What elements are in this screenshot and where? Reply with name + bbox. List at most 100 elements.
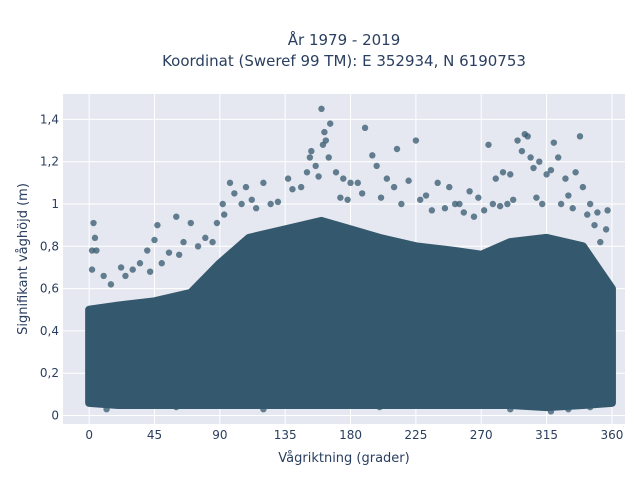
data-point xyxy=(325,154,332,161)
data-point xyxy=(466,188,473,195)
data-point xyxy=(373,162,380,170)
x-tick-label: 0 xyxy=(85,428,93,442)
data-point xyxy=(485,141,492,148)
data-point xyxy=(213,219,221,227)
x-tick-label: 360 xyxy=(600,428,623,442)
data-point xyxy=(117,264,125,271)
y-tick-label: 0,2 xyxy=(40,366,59,380)
data-point xyxy=(572,169,579,176)
data-point xyxy=(569,205,576,212)
data-point xyxy=(122,272,129,280)
data-point xyxy=(539,200,546,208)
data-point xyxy=(238,200,245,208)
data-point xyxy=(451,200,459,208)
data-point xyxy=(530,164,537,172)
data-point xyxy=(93,247,100,254)
data-point xyxy=(504,200,511,208)
data-point xyxy=(248,196,255,203)
data-point xyxy=(557,200,565,208)
data-point xyxy=(377,194,385,201)
data-point xyxy=(332,169,340,176)
data-point xyxy=(579,183,587,191)
data-point xyxy=(315,173,322,180)
data-point xyxy=(369,152,376,159)
data-point xyxy=(398,200,405,208)
data-point xyxy=(489,200,497,208)
data-point xyxy=(303,169,311,176)
y-tick-label: 1 xyxy=(51,197,59,211)
data-point xyxy=(527,154,534,161)
data-point xyxy=(565,405,572,413)
data-point xyxy=(602,226,610,233)
data-point xyxy=(475,194,482,201)
data-point xyxy=(297,183,305,191)
data-point xyxy=(507,171,514,178)
data-point xyxy=(547,166,555,174)
data-point xyxy=(260,405,267,413)
data-point xyxy=(543,171,550,178)
data-point xyxy=(252,205,260,212)
data-point xyxy=(88,266,96,273)
data-point xyxy=(173,213,180,220)
data-point xyxy=(594,209,601,216)
data-point xyxy=(507,405,514,413)
data-point xyxy=(312,162,319,170)
data-point xyxy=(604,207,611,214)
data-point xyxy=(422,192,430,199)
data-point xyxy=(470,213,478,220)
data-point xyxy=(393,145,401,153)
data-point xyxy=(597,238,604,246)
data-point xyxy=(547,408,555,415)
data-point xyxy=(405,177,412,184)
data-point xyxy=(340,175,347,182)
y-tick-label: 1,4 xyxy=(40,112,59,126)
data-point xyxy=(308,147,315,155)
data-point xyxy=(441,205,449,212)
data-point xyxy=(586,200,594,208)
data-point xyxy=(358,190,366,197)
data-point xyxy=(274,198,282,206)
data-point xyxy=(242,183,250,191)
x-tick-label: 90 xyxy=(212,428,227,442)
x-tick-label: 225 xyxy=(404,428,427,442)
data-point xyxy=(344,196,351,203)
data-point xyxy=(91,234,99,242)
data-point xyxy=(173,403,180,411)
y-tick-label: 0,6 xyxy=(40,282,59,296)
y-tick-label: 0 xyxy=(51,409,59,423)
chart-title-line-2: Koordinat (Sweref 99 TM): E 352934, N 61… xyxy=(162,52,526,70)
data-point xyxy=(146,268,154,275)
data-point xyxy=(151,236,158,244)
data-point xyxy=(383,175,391,182)
data-point xyxy=(460,209,468,216)
y-axis-title: Signifikant våghöjd (m) xyxy=(16,183,31,335)
data-point xyxy=(550,139,558,146)
data-point xyxy=(103,405,110,413)
data-point xyxy=(129,266,136,273)
data-point xyxy=(337,194,344,201)
data-point xyxy=(136,260,144,267)
data-point xyxy=(231,190,238,197)
data-point xyxy=(100,272,107,280)
data-point xyxy=(492,175,499,182)
data-point xyxy=(187,219,194,227)
data-point xyxy=(226,179,234,187)
data-point xyxy=(306,154,314,161)
data-point xyxy=(260,179,267,187)
data-point xyxy=(390,183,398,191)
data-point xyxy=(509,196,517,203)
data-point xyxy=(209,238,216,246)
data-point xyxy=(90,219,97,227)
x-axis-title: Vågriktning (grader) xyxy=(278,451,409,466)
data-point xyxy=(412,137,420,144)
data-point xyxy=(202,234,209,242)
y-tick-label: 1,2 xyxy=(40,155,59,169)
data-point xyxy=(347,179,354,187)
data-point xyxy=(220,211,228,218)
data-point xyxy=(554,154,562,161)
scatter-points xyxy=(88,105,611,415)
data-point xyxy=(499,169,507,176)
x-tick-label: 180 xyxy=(339,428,362,442)
data-point xyxy=(586,403,594,411)
